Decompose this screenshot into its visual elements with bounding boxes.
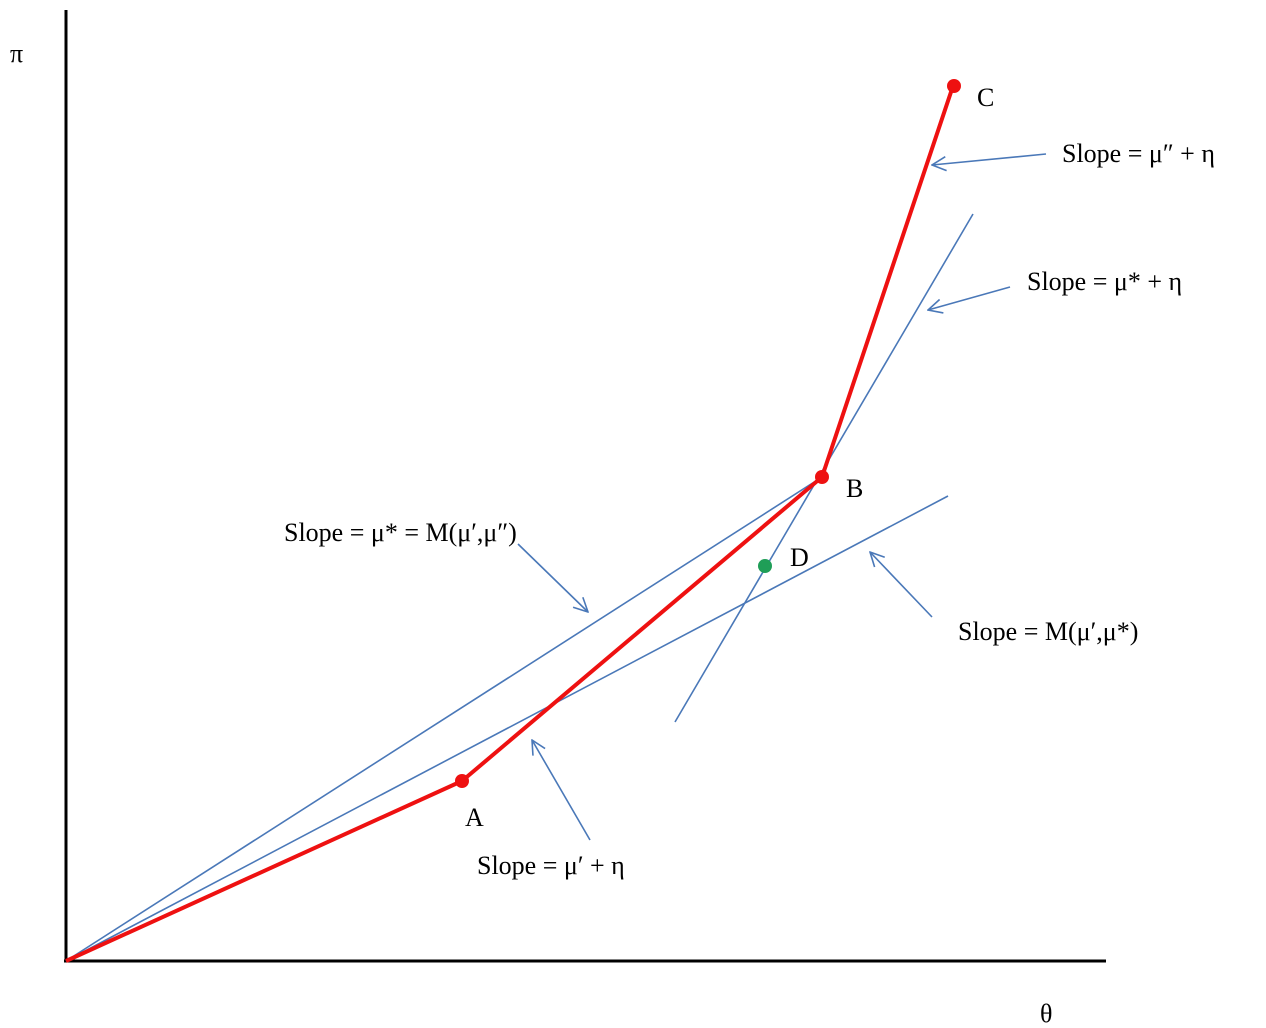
arrow-mu-star bbox=[928, 286, 1011, 310]
profit-path bbox=[65, 85, 955, 963]
annotation-slope-mu-prime: Slope = μ′ + η bbox=[477, 851, 625, 880]
arrow-mu-double-prime bbox=[932, 153, 1047, 165]
point-c-label: C bbox=[977, 83, 994, 112]
point-b-label: B bbox=[846, 474, 863, 503]
annotation-slope-mu-star: Slope = μ* + η bbox=[1027, 267, 1182, 296]
line-slope-mean-mu-star bbox=[65, 495, 949, 962]
point-a-label: A bbox=[465, 803, 484, 832]
arrow-mean-mu-star bbox=[870, 552, 933, 618]
y-axis-label: π bbox=[10, 39, 23, 68]
line-origin-to-b bbox=[65, 476, 823, 962]
arrow-mu-star-mean bbox=[517, 543, 588, 612]
point-d-label: D bbox=[790, 543, 809, 572]
x-axis-label: θ bbox=[1040, 999, 1052, 1028]
annotation-slope-mu-star-mean: Slope = μ* = M(μ′,μ″) bbox=[284, 518, 517, 547]
point-d-marker bbox=[758, 559, 772, 573]
annotation-slope-mean-mu-star: Slope = M(μ′,μ*) bbox=[958, 617, 1138, 646]
point-c-marker bbox=[947, 79, 961, 93]
point-a-marker bbox=[455, 774, 469, 788]
annotation-slope-mu-double-prime: Slope = μ″ + η bbox=[1062, 139, 1215, 168]
point-b-marker bbox=[815, 470, 829, 484]
arrow-mu-prime bbox=[532, 740, 591, 841]
